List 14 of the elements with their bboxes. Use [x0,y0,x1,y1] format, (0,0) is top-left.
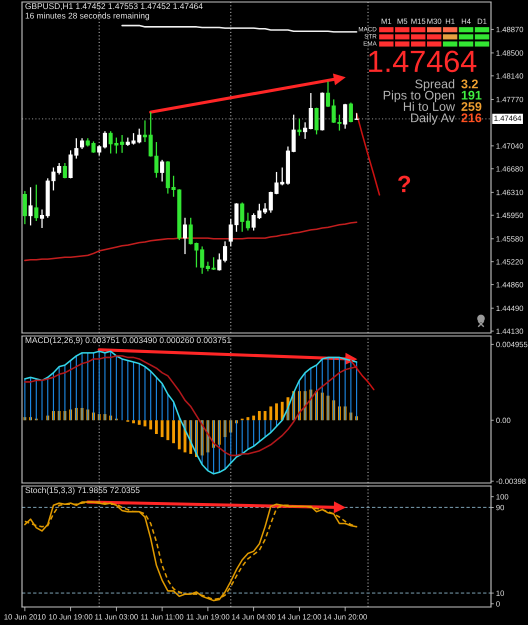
chart-title: MACD(12,26,9) 0.003751 0.003490 0.000260 0.003751 [26,337,231,345]
data-label: 216 [461,113,482,122]
category-label: Spread [415,79,454,91]
text: 1.47464 [369,50,476,72]
category-label: Hi to Low [404,102,456,111]
data-label: 3.2 [461,80,478,88]
chart-title: Stoch(15,3,3) 71.9855 72.0355 [25,487,140,495]
text: 16 minutes 28 seconds remaining [26,12,150,20]
data-label: 191 [462,90,482,100]
category-label: Daily Av [411,113,455,125]
category-label: Pips to Open [384,90,454,102]
data-label: 259 [461,102,482,111]
annotation: ? [398,176,410,192]
chart-title: GBPUSD,H1 1.47452 1.47553 1.47452 1.47464 [25,3,203,10]
